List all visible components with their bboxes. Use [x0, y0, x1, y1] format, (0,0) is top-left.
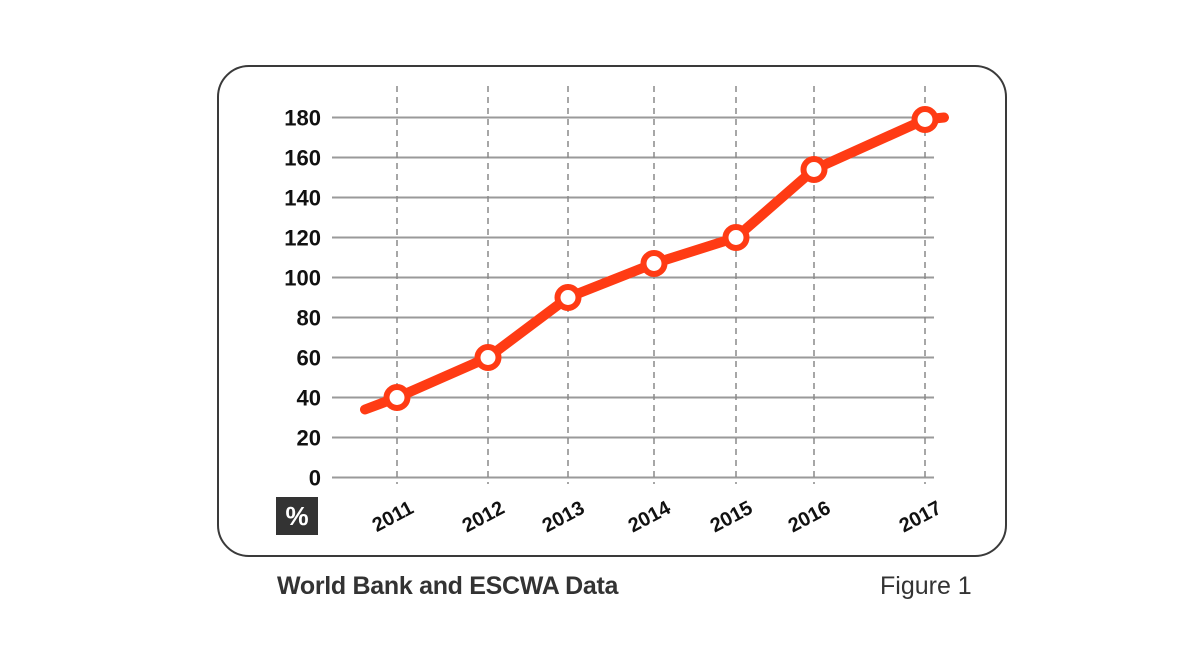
data-point: [911, 106, 939, 133]
y-unit-label: %: [276, 497, 318, 535]
y-tick-label: 80: [297, 306, 321, 331]
x-tick-label: 2012: [459, 497, 509, 537]
figure-number: Figure 1: [880, 572, 972, 600]
y-tick-label: 100: [284, 266, 321, 291]
data-point: [383, 384, 411, 411]
y-tick-label: 40: [297, 386, 321, 411]
data-point: [722, 224, 750, 251]
y-tick-label: 140: [284, 186, 321, 211]
x-tick-label: 2015: [707, 497, 757, 537]
y-tick-label: 20: [297, 426, 321, 451]
data-point: [640, 250, 668, 277]
y-tick-label: 160: [284, 146, 321, 171]
data-point: [800, 156, 828, 183]
y-tick-label: 60: [297, 346, 321, 371]
data-point: [474, 344, 502, 371]
x-tick-label: 2013: [539, 497, 589, 537]
y-tick-label: 180: [284, 106, 321, 131]
data-point: [554, 284, 582, 311]
x-tick-label: 2014: [625, 497, 675, 538]
chart-frame: [217, 65, 1007, 557]
y-tick-label: 120: [284, 226, 321, 251]
x-tick-label: 2011: [369, 497, 418, 537]
x-tick-label: 2017: [896, 497, 946, 537]
source-caption: World Bank and ESCWA Data: [277, 572, 619, 600]
x-tick-label: 2016: [785, 497, 835, 537]
y-tick-label: 0: [309, 466, 321, 491]
